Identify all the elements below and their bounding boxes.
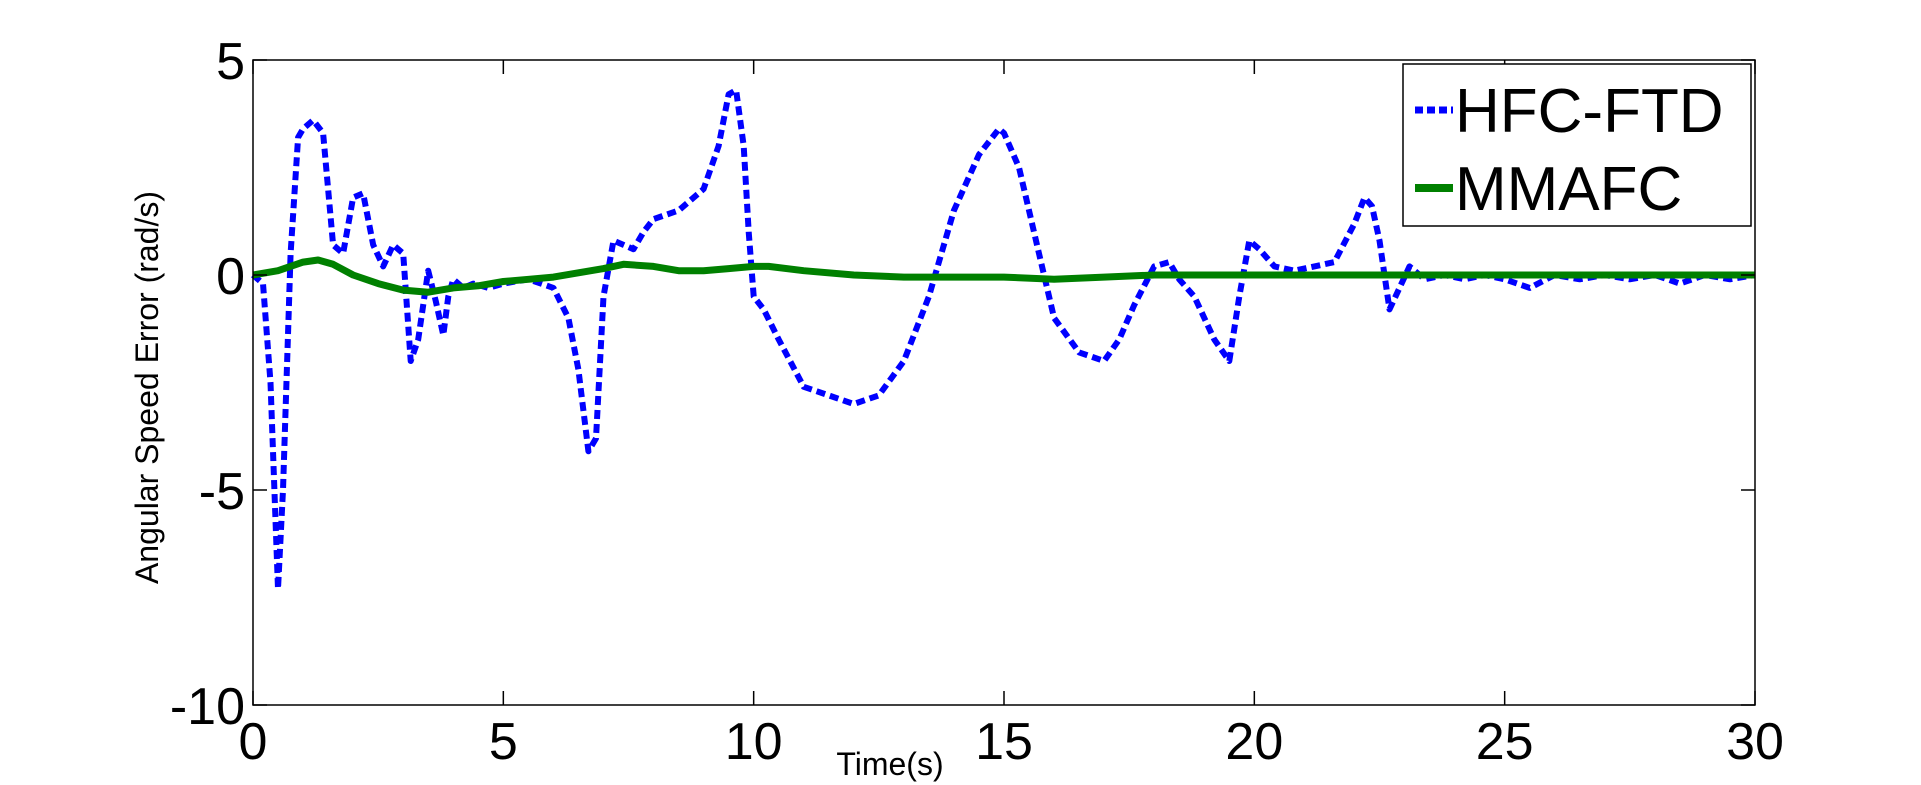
x-tick-label: 5 — [489, 713, 518, 771]
y-axis-label: Angular Speed Error (rad/s) — [129, 191, 165, 584]
legend-label-hfc-ftd: HFC-FTD — [1455, 77, 1724, 146]
legend: HFC-FTD MMAFC — [1402, 63, 1752, 227]
x-tick-label: 30 — [1726, 713, 1784, 771]
series-line-hfc-ftd — [251, 87, 1756, 592]
x-tick-label: 15 — [975, 713, 1033, 771]
y-tick-label: -5 — [199, 463, 245, 521]
legend-label-mmafc: MMAFC — [1455, 155, 1682, 224]
y-tick-label: 0 — [216, 248, 245, 306]
legend-box — [1402, 63, 1752, 227]
y-tick-label: 5 — [216, 33, 245, 91]
series-line-mmafc — [252, 256, 1755, 296]
x-tick-label: 25 — [1476, 713, 1534, 771]
x-axis-label: Time(s) — [836, 746, 943, 782]
x-tick-label: 20 — [1225, 713, 1283, 771]
ticks-layer: 0 5 10 15 20 25 30 -10 -5 0 5 — [170, 33, 1784, 771]
x-tick-label: 10 — [725, 713, 783, 771]
x-tick-label: 0 — [239, 713, 268, 771]
y-tick-label: -10 — [170, 678, 245, 736]
series-layer — [251, 87, 1756, 592]
